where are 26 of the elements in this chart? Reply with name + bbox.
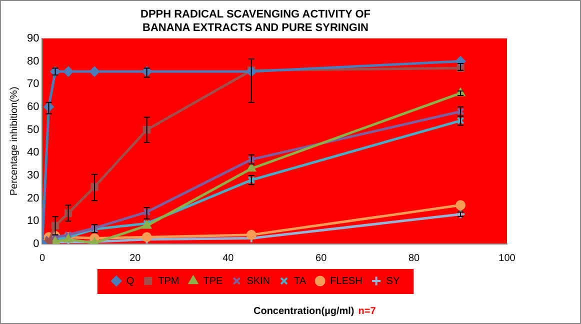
legend-label: SKIN xyxy=(246,276,270,287)
x-tick-label: 40 xyxy=(222,252,234,264)
text: n=7 xyxy=(358,306,376,317)
legend-label: SY xyxy=(386,276,400,287)
chart-title: DPPH RADICAL SCAVENGING ACTIVITY OF BANANA EXTRACTS AND PURE SYRINGIN xyxy=(140,8,371,34)
y-tick-label: 60 xyxy=(26,100,40,113)
y-tick-label: 20 xyxy=(26,192,40,204)
legend-label: TA xyxy=(294,276,306,287)
y-tick-label: 50 xyxy=(26,124,40,136)
y-tick-label: 90 xyxy=(26,32,40,44)
legend-label: Q xyxy=(126,276,134,287)
x-tick-label: 60 xyxy=(316,252,328,264)
legend-label: TPM xyxy=(158,276,180,287)
x-tick-label: 20 xyxy=(130,252,142,264)
y-tick-label: 80 xyxy=(26,55,40,68)
y-tick-label: 70 xyxy=(26,78,40,90)
x-tick-label: 80 xyxy=(408,252,420,264)
legend-label: FLESH xyxy=(330,276,362,287)
y-tick-label: 10 xyxy=(26,215,40,228)
y-tick-label: 30 xyxy=(26,170,40,182)
x-tick-label: 100 xyxy=(498,252,516,264)
y-tick-label: 0 xyxy=(33,238,40,250)
y-axis-title: Percentage inhibition(%) xyxy=(8,86,20,196)
y-tick-label: 40 xyxy=(26,146,40,159)
x-axis-title: Concentration(µg/ml) xyxy=(253,306,354,317)
legend-label: TPE xyxy=(203,276,224,287)
